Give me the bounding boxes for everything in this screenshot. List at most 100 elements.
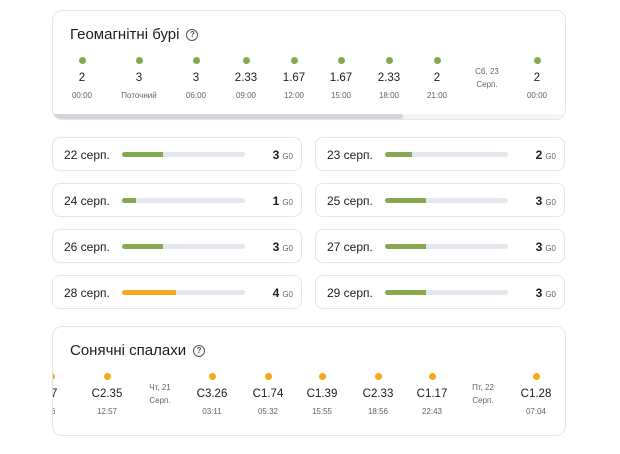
forecast-value: 4 G0 [273, 286, 293, 300]
forecast-value-number: 3 [535, 194, 543, 208]
entry-time: 06:00 [185, 91, 207, 100]
timeline-entry: 2 21:00 [411, 57, 463, 101]
level-dot [532, 373, 540, 380]
entry-time: 15:55 [311, 407, 333, 416]
level-dot [242, 57, 250, 64]
timeline-entry: 3 Поточний [113, 57, 165, 101]
level-dot [533, 57, 541, 64]
entry-value: 2.33 [234, 72, 258, 84]
forecast-row[interactable]: 29 серп. 3 G0 [315, 275, 565, 309]
day-label: Чт, 21 Серп. [134, 373, 186, 407]
solar-flares-timeline[interactable]: 87 36 C2.35 12:57 Чт, 21 Серп. C3.26 03:11 C1.74… [53, 373, 565, 423]
forecast-level-fill [385, 290, 426, 295]
forecast-row[interactable]: 27 серп. 3 G0 [315, 229, 565, 263]
forecast-level-bar [385, 244, 508, 249]
forecast-value-number: 3 [535, 286, 543, 300]
entry-value: 2.33 [377, 72, 401, 84]
entry-time: 12:57 [96, 407, 118, 416]
forecast-value-unit: G0 [545, 290, 556, 299]
entry-time: 22:43 [421, 407, 443, 416]
forecast-value-number: 1 [272, 194, 280, 208]
solar-flares-title: Сонячні спалахи ? [70, 342, 206, 359]
timeline-entry: 2.33 09:00 [220, 57, 272, 101]
forecast-value: 3 G0 [536, 194, 556, 208]
question-circle-icon[interactable]: ? [186, 28, 199, 41]
geomagnetic-title: Геомагнітні бурі ? [70, 26, 199, 43]
entry-value: 3 [192, 72, 200, 84]
entry-value: C1.74 [252, 388, 284, 400]
timeline-entry: 87 36 [53, 373, 77, 417]
timeline-entry: C1.28 07:04 [510, 373, 562, 417]
geomagnetic-scrollbar[interactable] [53, 114, 565, 119]
level-dot [433, 57, 441, 64]
entry-time: 18:00 [378, 91, 400, 100]
day-label-month: Серп. [472, 396, 494, 405]
entry-value: C2.33 [362, 388, 394, 400]
day-label-month: Серп. [149, 396, 171, 405]
entry-value: C1.28 [520, 388, 552, 400]
forecast-date: 27 серп. [327, 240, 373, 254]
timeline-entry: 2 00:00 [56, 57, 108, 101]
day-separator: Пт, 22 Серп. [457, 373, 509, 407]
entry-time: 03:11 [202, 407, 222, 416]
forecast-date: 23 серп. [327, 148, 373, 162]
forecast-row[interactable]: 25 серп. 3 G0 [315, 183, 565, 217]
forecast-level-bar [122, 198, 245, 203]
entry-time: 00:00 [71, 91, 93, 100]
forecast-value: 1 G0 [273, 194, 293, 208]
forecast-level-fill [122, 198, 136, 203]
forecast-level-fill [385, 244, 426, 249]
timeline-entry: C2.33 18:56 [352, 373, 404, 417]
entry-value: C3.26 [196, 388, 228, 400]
forecast-date: 25 серп. [327, 194, 373, 208]
forecast-level-bar [122, 244, 245, 249]
entry-value: 87 [53, 387, 77, 401]
forecast-level-bar [122, 152, 245, 157]
level-dot [374, 373, 382, 380]
geomagnetic-timeline[interactable]: 2 00:00 3 Поточний 3 06:00 2.33 09:00 1.67 12:00 1… [53, 57, 565, 107]
day-label: Пт, 22 Серп. [457, 373, 509, 407]
day-separator: Сб, 23 Серп. [461, 57, 513, 91]
entry-time: 09:00 [235, 91, 257, 100]
forecast-level-fill [385, 152, 413, 157]
timeline-entry: C3.26 03:11 [186, 373, 238, 417]
day-label: Сб, 23 Серп. [461, 57, 513, 91]
entry-value: 2 [433, 72, 441, 84]
entry-time: 15:00 [330, 91, 352, 100]
forecast-level-bar [385, 152, 508, 157]
timeline-entry: 1.67 12:00 [268, 57, 320, 101]
forecast-date: 26 серп. [64, 240, 110, 254]
forecast-value-unit: G0 [282, 244, 293, 253]
timeline-entry: 2 00:00 [511, 57, 563, 101]
level-dot [135, 57, 143, 64]
day-separator: Чт, 21 Серп. [134, 373, 186, 407]
forecast-value-unit: G0 [282, 290, 293, 299]
level-dot [337, 57, 345, 64]
forecast-row[interactable]: 24 серп. 1 G0 [52, 183, 302, 217]
entry-time: 05:32 [257, 407, 279, 416]
forecast-row[interactable]: 28 серп. 4 G0 [52, 275, 302, 309]
geomagnetic-title-text: Геомагнітні бурі [70, 26, 180, 43]
day-label-weekday: Сб, 23 [475, 67, 499, 76]
forecast-level-fill [122, 244, 163, 249]
forecast-date: 29 серп. [327, 286, 373, 300]
question-circle-icon[interactable]: ? [193, 344, 206, 357]
entry-value: C1.39 [306, 388, 338, 400]
level-dot [78, 57, 86, 64]
level-dot [318, 373, 326, 380]
forecast-level-fill [122, 152, 163, 157]
forecast-value-unit: G0 [545, 244, 556, 253]
forecast-level-bar [385, 198, 508, 203]
forecast-row[interactable]: 22 серп. 3 G0 [52, 137, 302, 171]
level-dot [53, 373, 55, 380]
entry-value: 1.67 [329, 72, 353, 84]
forecast-row[interactable]: 23 серп. 2 G0 [315, 137, 565, 171]
entry-value: C1.17 [416, 388, 448, 400]
forecast-row[interactable]: 26 серп. 3 G0 [52, 229, 302, 263]
forecast-value-unit: G0 [282, 152, 293, 161]
timeline-entry: 2.33 18:00 [363, 57, 415, 101]
scrollbar-thumb[interactable] [53, 114, 403, 119]
forecast-date: 24 серп. [64, 194, 110, 208]
forecast-value: 3 G0 [536, 286, 556, 300]
entry-time: 07:04 [525, 407, 547, 416]
